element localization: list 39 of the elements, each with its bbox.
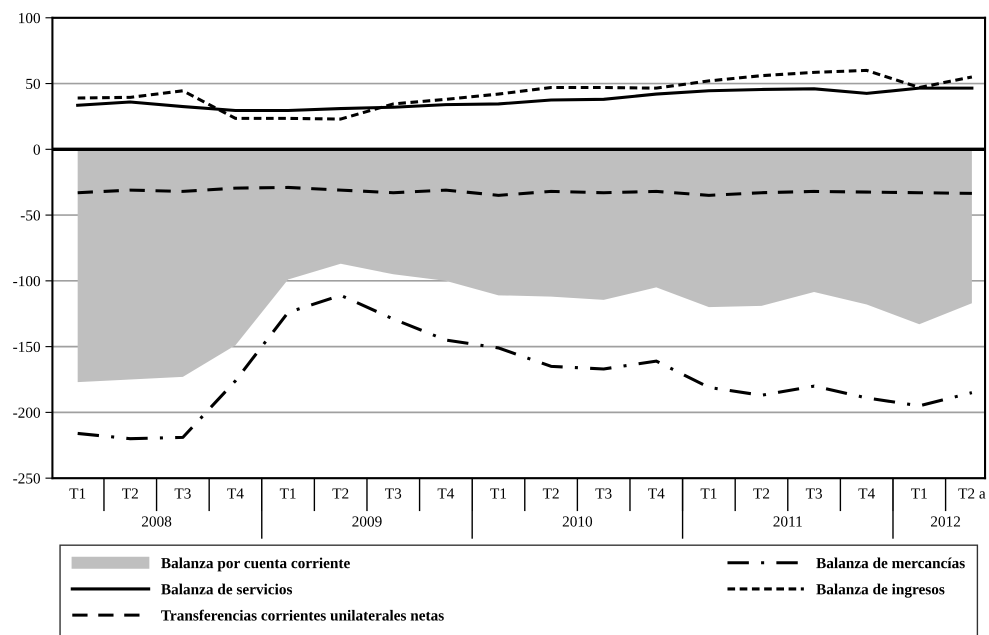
x-tick-label: T4 [858,488,875,498]
x-tick-label: T2 [122,488,138,498]
legend-label: Balanza de mercancías [816,557,965,568]
line-series [76,68,974,121]
text: 2009 [352,516,382,527]
x-tick-label: T3 [806,488,822,499]
text: 2012 [930,516,960,527]
x-tick-label: T4 [227,488,244,498]
y-tick-label: -100 [13,276,40,286]
legend-label: Balanza de ingresos [816,584,944,598]
text: 2010 [562,516,592,527]
x-tick-label: T4 [438,488,454,498]
x-tick-label: T4 [648,488,665,498]
x-tick-label: T1 [700,488,716,498]
x-tick-label: T3 [595,488,612,499]
y-tick-label: -50 [20,210,40,221]
text: 2008 [142,516,172,527]
y-tick-label: 50 [26,78,40,89]
y-tick-label: -150 [13,342,40,352]
legend-label: Balanza por cuenta corriente [161,558,350,572]
x-tick-label: T2 [332,488,348,498]
x-tick-label: T1 [911,488,927,498]
x-tick-label: T3 [174,488,191,499]
y-tick-label: -250 [13,473,40,484]
line-series [76,186,974,197]
x-tick-label: T3 [385,488,402,499]
x-tick-label: T1 [280,488,296,498]
x-tick-label: T2 [753,488,770,498]
x-tick-label: T1 [69,488,86,498]
x-tick-label: T2 [542,488,559,498]
x-tick-label: T2 a [958,488,986,499]
y-tick-label: 100 [19,12,40,24]
x-tick-label: T1 [490,488,506,498]
legend-label: Balanza de servicios [161,584,292,594]
legend-label: Transferencias corrientes unilaterales netas [161,610,444,621]
y-tick-label: -200 [13,408,40,418]
line-series [76,294,974,440]
text: 2011 [773,516,802,527]
y-tick-label: 0 [34,144,40,155]
